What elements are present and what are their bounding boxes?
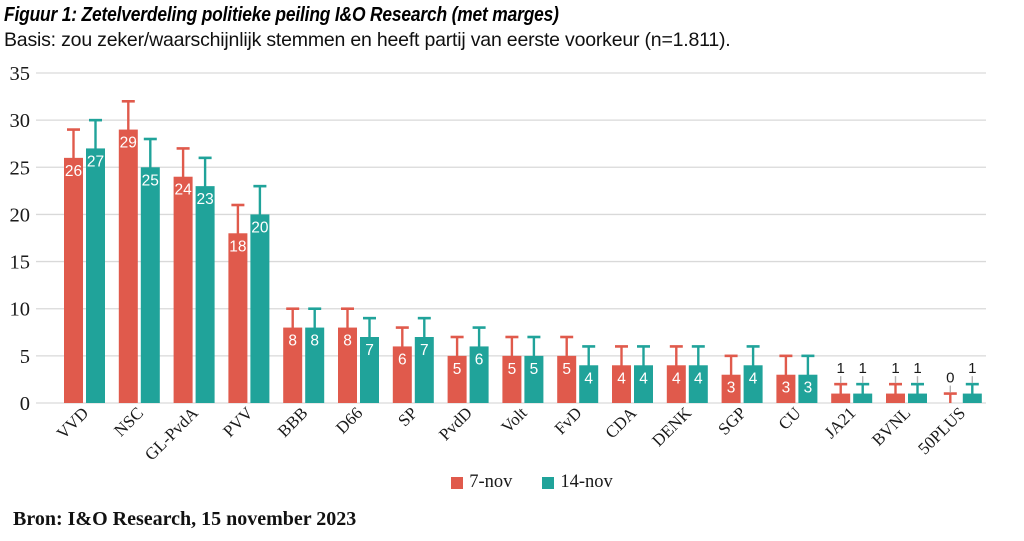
bar-7-nov-BBB bbox=[283, 327, 303, 403]
x-axis-label-50PLUS: 50PLUS bbox=[914, 403, 969, 458]
bar-14-nov-Volt bbox=[524, 355, 544, 403]
y-axis-label: 5 bbox=[20, 346, 30, 368]
bar-7-nov-DENK bbox=[666, 365, 686, 403]
bar-14-nov-CDA bbox=[634, 365, 653, 403]
bar-14-nov-SGP bbox=[743, 365, 763, 403]
bar-7-nov-CU bbox=[776, 374, 796, 403]
bar-value-label: 1 bbox=[968, 360, 976, 377]
bar-14-nov-CU bbox=[798, 374, 818, 403]
bar-7-nov-PVV bbox=[228, 233, 248, 403]
y-axis-label: 35 bbox=[10, 63, 31, 85]
bar-value-label: 20 bbox=[251, 219, 269, 236]
x-axis-label-BBB: BBB bbox=[274, 403, 311, 440]
bar-14-nov-D66 bbox=[360, 337, 379, 403]
x-axis-label-PVV: PVV bbox=[219, 403, 257, 441]
bar-7-nov-SP bbox=[392, 346, 412, 403]
bar-value-label: 8 bbox=[310, 333, 319, 350]
x-axis-label-CDA: CDA bbox=[602, 403, 641, 442]
chart-title: Figuur 1: Zetelverdeling politieke peili… bbox=[4, 4, 559, 26]
bar-7-nov-PvdD bbox=[447, 355, 467, 403]
bar-value-label: 1 bbox=[837, 360, 845, 377]
bar-7-nov-FvD bbox=[557, 355, 577, 403]
bar-7-nov-SGP bbox=[721, 374, 741, 403]
bar-7-nov-D66 bbox=[338, 327, 357, 403]
bar-value-label: 4 bbox=[617, 370, 626, 387]
bar-7-nov-VVD bbox=[64, 157, 83, 403]
bar-value-label: 4 bbox=[749, 370, 758, 387]
bar-value-label: 4 bbox=[639, 370, 648, 387]
legend-label-14nov: 14-nov bbox=[560, 472, 613, 492]
x-axis-label-D66: D66 bbox=[332, 403, 366, 437]
bar-7-nov-GL-PvdA bbox=[173, 176, 193, 403]
bar-7-nov-Volt bbox=[502, 355, 522, 403]
bar-value-label: 29 bbox=[120, 135, 137, 152]
y-axis-label: 20 bbox=[10, 204, 31, 226]
y-axis-label: 15 bbox=[10, 252, 31, 274]
y-axis-label: 30 bbox=[10, 110, 31, 132]
y-axis-label: 10 bbox=[10, 299, 31, 321]
legend-label-7nov: 7-nov bbox=[469, 472, 513, 492]
bar-14-nov-DENK bbox=[688, 365, 708, 403]
bar-14-nov-BBB bbox=[305, 327, 325, 403]
legend-item-7nov: 7-nov bbox=[451, 472, 512, 493]
bar-value-label: 5 bbox=[562, 361, 571, 378]
bar-value-label: 1 bbox=[891, 360, 899, 377]
bar-value-label: 3 bbox=[782, 380, 791, 397]
x-axis-label-JA21: JA21 bbox=[821, 403, 860, 442]
y-axis-label: 0 bbox=[20, 393, 30, 415]
bar-value-label: 5 bbox=[453, 361, 462, 378]
x-axis-label-DENK: DENK bbox=[648, 403, 695, 450]
bar-value-label: 1 bbox=[913, 360, 921, 377]
x-axis-label-BVNL: BVNL bbox=[868, 403, 914, 449]
bar-14-nov-NSC bbox=[140, 167, 160, 403]
bar-value-label: 3 bbox=[727, 380, 736, 397]
x-axis-label-SGP: SGP bbox=[714, 403, 749, 438]
x-axis-label-Volt: Volt bbox=[497, 403, 530, 436]
x-axis-label-PvdD: PvdD bbox=[435, 403, 476, 444]
legend-item-14nov: 14-nov bbox=[542, 472, 613, 493]
x-axis-label-GL-PvdA: GL-PvdA bbox=[141, 403, 202, 464]
bar-14-nov-GL-PvdA bbox=[195, 186, 215, 403]
bar-value-label: 26 bbox=[65, 163, 82, 180]
bar-14-nov-PvdD bbox=[469, 346, 489, 403]
bar-14-nov-VVD bbox=[86, 148, 105, 403]
y-axis-label: 25 bbox=[10, 157, 31, 179]
bar-value-label: 0 bbox=[946, 370, 954, 387]
bar-value-label: 6 bbox=[398, 351, 407, 368]
legend-swatch-7nov-icon bbox=[451, 476, 464, 489]
bar-value-label: 4 bbox=[694, 370, 703, 387]
bar-value-label: 27 bbox=[87, 153, 104, 170]
bar-value-label: 5 bbox=[530, 361, 539, 378]
bar-value-label: 7 bbox=[420, 342, 429, 359]
bar-value-label: 8 bbox=[288, 333, 297, 350]
legend: 7-nov 14-nov bbox=[40, 472, 1024, 493]
x-axis-label-NSC: NSC bbox=[110, 403, 147, 440]
bar-value-label: 5 bbox=[508, 361, 517, 378]
x-axis-label-FvD: FvD bbox=[551, 403, 586, 438]
bar-value-label: 18 bbox=[229, 238, 246, 255]
bar-14-nov-SP bbox=[414, 337, 434, 403]
bar-value-label: 25 bbox=[142, 172, 159, 189]
x-axis-label-SP: SP bbox=[394, 403, 421, 430]
legend-swatch-14nov-icon bbox=[542, 476, 555, 489]
bar-value-label: 24 bbox=[174, 182, 192, 199]
bar-value-label: 8 bbox=[343, 333, 352, 350]
source-note: Bron: I&O Research, 15 november 2023 bbox=[13, 508, 357, 530]
bar-value-label: 4 bbox=[672, 370, 681, 387]
bar-value-label: 6 bbox=[475, 351, 484, 368]
bar-value-label: 1 bbox=[859, 360, 867, 377]
bar-7-nov-NSC bbox=[118, 129, 138, 404]
bar-value-label: 4 bbox=[584, 370, 593, 387]
chart-subtitle: Basis: zou zeker/waarschijnlijk stemmen … bbox=[4, 29, 731, 51]
bar-14-nov-FvD bbox=[579, 365, 599, 403]
bar-value-label: 7 bbox=[365, 342, 374, 359]
bar-7-nov-CDA bbox=[612, 365, 631, 403]
bar-value-label: 23 bbox=[196, 191, 213, 208]
x-axis-label-VVD: VVD bbox=[53, 403, 92, 442]
bar-14-nov-PVV bbox=[250, 214, 270, 403]
bar-value-label: 3 bbox=[804, 380, 813, 397]
x-axis-label-CU: CU bbox=[775, 403, 805, 433]
